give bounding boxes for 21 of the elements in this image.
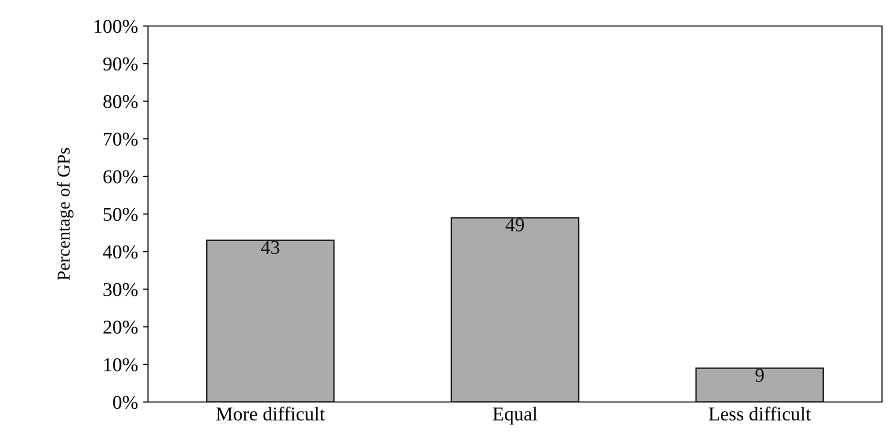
y-tick-label: 50%	[104, 208, 138, 221]
y-tick-label: 0%	[113, 396, 138, 409]
y-tick-label: 100%	[94, 20, 138, 33]
bar	[450, 217, 580, 402]
y-tick-label: 90%	[103, 57, 138, 71]
x-tick-label: Less difficult	[708, 406, 811, 421]
y-tick-label: 60%	[103, 170, 138, 184]
bar	[206, 240, 335, 402]
x-tick-label: Equal	[492, 406, 538, 424]
data-label: 49	[506, 218, 524, 232]
data-label: 9	[755, 368, 764, 382]
x-tick-label: More difficult	[216, 406, 325, 421]
y-tick-label: 70%	[104, 132, 138, 146]
y-tick-label: 30%	[104, 283, 138, 296]
y-tick-label: 20%	[103, 320, 138, 334]
y-tick-label: 80%	[103, 95, 138, 108]
data-label: 43	[260, 240, 280, 254]
y-tick-label: 10%	[104, 358, 138, 372]
y-axis-title: Percentage of GPs	[56, 148, 74, 280]
bar	[695, 367, 824, 402]
y-tick-label: 40%	[103, 245, 138, 259]
